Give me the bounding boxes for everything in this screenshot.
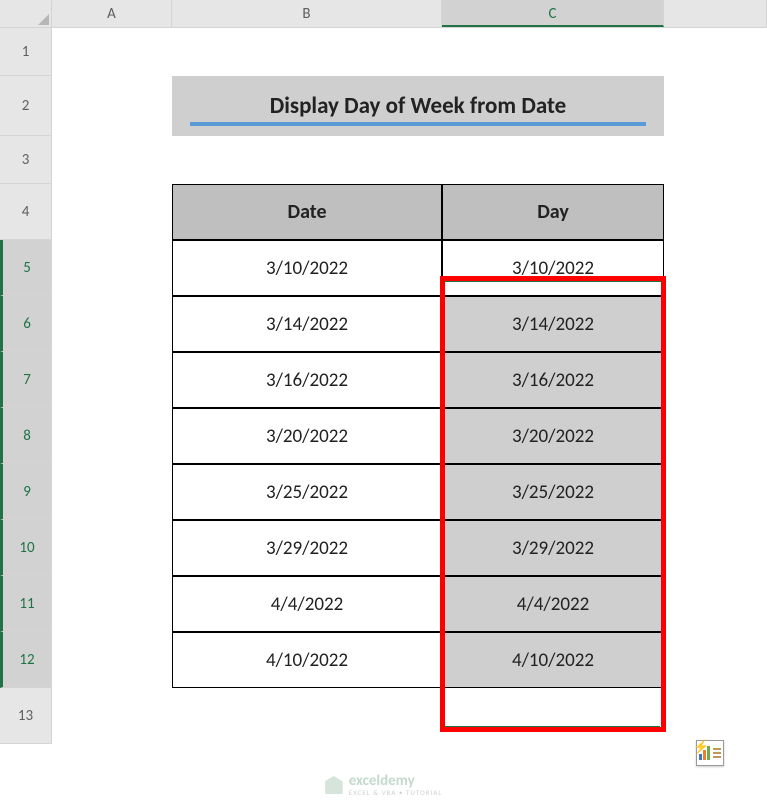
cell-A5[interactable] xyxy=(52,240,172,296)
select-all-corner[interactable] xyxy=(0,0,52,28)
cell-date-0[interactable]: 3/10/2022 xyxy=(172,240,442,296)
watermark: exceldemy EXCEL & VBA • TUTORIAL xyxy=(325,774,443,796)
row-13: 13 xyxy=(0,688,767,744)
cell-B1[interactable] xyxy=(172,28,442,76)
cell-date-5[interactable]: 3/29/2022 xyxy=(172,520,442,576)
cell-A9[interactable] xyxy=(52,464,172,520)
row-2: 2 Display Day of Week from Date xyxy=(0,76,767,136)
row-header-1[interactable]: 1 xyxy=(0,28,52,76)
row-7: 7 3/16/2022 3/16/2022 xyxy=(0,352,767,408)
row-10: 10 3/29/2022 3/29/2022 xyxy=(0,520,767,576)
row-11: 11 4/4/2022 4/4/2022 xyxy=(0,576,767,632)
row-1: 1 xyxy=(0,28,767,76)
row-6: 6 3/14/2022 3/14/2022 xyxy=(0,296,767,352)
cell-day-5[interactable]: 3/29/2022 xyxy=(442,520,664,576)
cell-A1[interactable] xyxy=(52,28,172,76)
cell-day-4[interactable]: 3/25/2022 xyxy=(442,464,664,520)
cell-A3[interactable] xyxy=(52,136,172,184)
row-5: 5 3/10/2022 3/10/2022 xyxy=(0,240,767,296)
row-header-3[interactable]: 3 xyxy=(0,136,52,184)
row-header-6[interactable]: 6 xyxy=(0,296,52,352)
col-header-C[interactable]: C xyxy=(442,0,664,27)
watermark-brand: exceldemy xyxy=(349,774,443,789)
row-4: 4 Date Day xyxy=(0,184,767,240)
row-header-11[interactable]: 11 xyxy=(0,576,52,632)
cell-C1[interactable] xyxy=(442,28,664,76)
row-header-8[interactable]: 8 xyxy=(0,408,52,464)
cell-C13[interactable] xyxy=(442,688,664,744)
cell-A8[interactable] xyxy=(52,408,172,464)
row-header-10[interactable]: 10 xyxy=(0,520,52,576)
qa-bars-icon xyxy=(699,746,710,760)
cell-A13[interactable] xyxy=(52,688,172,744)
cell-day-3[interactable]: 3/20/2022 xyxy=(442,408,664,464)
watermark-logo-icon xyxy=(325,776,343,794)
cell-A2[interactable] xyxy=(52,76,172,136)
row-header-2[interactable]: 2 xyxy=(0,76,52,136)
fill-handle[interactable] xyxy=(660,724,667,731)
row-header-9[interactable]: 9 xyxy=(0,464,52,520)
title-text: Display Day of Week from Date xyxy=(270,92,567,120)
cell-day-7[interactable]: 4/10/2022 xyxy=(442,632,664,688)
cell-date-3[interactable]: 3/20/2022 xyxy=(172,408,442,464)
cell-date-7[interactable]: 4/10/2022 xyxy=(172,632,442,688)
row-9: 9 3/25/2022 3/25/2022 xyxy=(0,464,767,520)
cell-date-1[interactable]: 3/14/2022 xyxy=(172,296,442,352)
cell-day-6[interactable]: 4/4/2022 xyxy=(442,576,664,632)
cell-A7[interactable] xyxy=(52,352,172,408)
cell-A4[interactable] xyxy=(52,184,172,240)
cell-B13[interactable] xyxy=(172,688,442,744)
cell-date-4[interactable]: 3/25/2022 xyxy=(172,464,442,520)
title-underline xyxy=(190,122,646,126)
cell-date-2[interactable]: 3/16/2022 xyxy=(172,352,442,408)
col-header-next[interactable] xyxy=(664,0,767,27)
quick-analysis-button[interactable]: ⚡ xyxy=(696,740,724,766)
cell-day-0[interactable]: 3/10/2022 xyxy=(442,240,664,296)
row-header-12[interactable]: 12 xyxy=(0,632,52,688)
row-header-7[interactable]: 7 xyxy=(0,352,52,408)
header-date[interactable]: Date xyxy=(172,184,442,240)
column-headers: A B C xyxy=(0,0,767,28)
cell-day-2[interactable]: 3/16/2022 xyxy=(442,352,664,408)
col-header-B[interactable]: B xyxy=(172,0,442,27)
cell-A11[interactable] xyxy=(52,576,172,632)
title-cell[interactable]: Display Day of Week from Date xyxy=(172,76,664,136)
cell-C3[interactable] xyxy=(442,136,664,184)
col-header-A[interactable]: A xyxy=(52,0,172,27)
cell-date-6[interactable]: 4/4/2022 xyxy=(172,576,442,632)
row-12: 12 4/10/2022 4/10/2022 xyxy=(0,632,767,688)
spreadsheet-grid: A B C 1 2 Display Day of Week from Date xyxy=(0,0,767,808)
row-3: 3 xyxy=(0,136,767,184)
cell-day-1[interactable]: 3/14/2022 xyxy=(442,296,664,352)
qa-lines-icon xyxy=(713,748,721,758)
watermark-tagline: EXCEL & VBA • TUTORIAL xyxy=(349,789,443,796)
row-8: 8 3/20/2022 3/20/2022 xyxy=(0,408,767,464)
row-header-4[interactable]: 4 xyxy=(0,184,52,240)
rows-container: 1 2 Display Day of Week from Date 3 xyxy=(0,28,767,744)
cell-A12[interactable] xyxy=(52,632,172,688)
cell-A10[interactable] xyxy=(52,520,172,576)
cell-A6[interactable] xyxy=(52,296,172,352)
row-header-13[interactable]: 13 xyxy=(0,688,52,744)
header-day[interactable]: Day xyxy=(442,184,664,240)
cell-B3[interactable] xyxy=(172,136,442,184)
row-header-5[interactable]: 5 xyxy=(0,240,52,296)
